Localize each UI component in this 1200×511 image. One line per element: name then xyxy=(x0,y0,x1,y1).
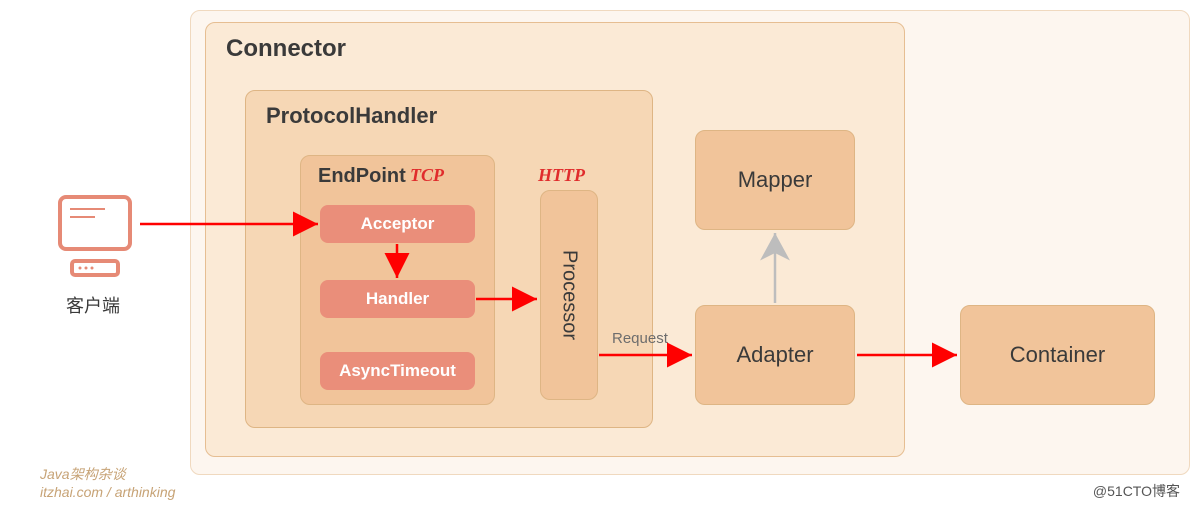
asynctimeout-label: AsyncTimeout xyxy=(339,361,456,381)
tcp-annotation: TCP xyxy=(410,165,444,186)
container-box: Container xyxy=(960,305,1155,405)
processor-label: Processor xyxy=(558,250,581,340)
adapter-label: Adapter xyxy=(736,342,813,368)
http-annotation: HTTP xyxy=(538,165,585,186)
mapper-box: Mapper xyxy=(695,130,855,230)
acceptor-label: Acceptor xyxy=(361,214,435,234)
adapter-box: Adapter xyxy=(695,305,855,405)
protocol-title: ProtocolHandler xyxy=(266,103,437,129)
watermark-left-line1: Java架构杂谈 xyxy=(40,465,175,483)
handler-box: Handler xyxy=(320,280,475,318)
asynctimeout-box: AsyncTimeout xyxy=(320,352,475,390)
mapper-label: Mapper xyxy=(738,167,813,193)
watermark-left: Java架构杂谈 itzhai.com / arthinking xyxy=(40,465,175,501)
client-icon xyxy=(50,195,140,290)
acceptor-box: Acceptor xyxy=(320,205,475,243)
handler-label: Handler xyxy=(366,289,429,309)
endpoint-title: EndPoint xyxy=(318,165,406,188)
connector-title: Connector xyxy=(226,35,346,63)
watermark-right: @51CTO博客 xyxy=(1093,481,1180,501)
container-label: Container xyxy=(1010,342,1105,368)
client-label: 客户端 xyxy=(66,292,120,318)
watermark-left-line2: itzhai.com / arthinking xyxy=(40,483,175,501)
processor-box: Processor xyxy=(540,190,598,400)
request-label: Request xyxy=(612,330,668,347)
